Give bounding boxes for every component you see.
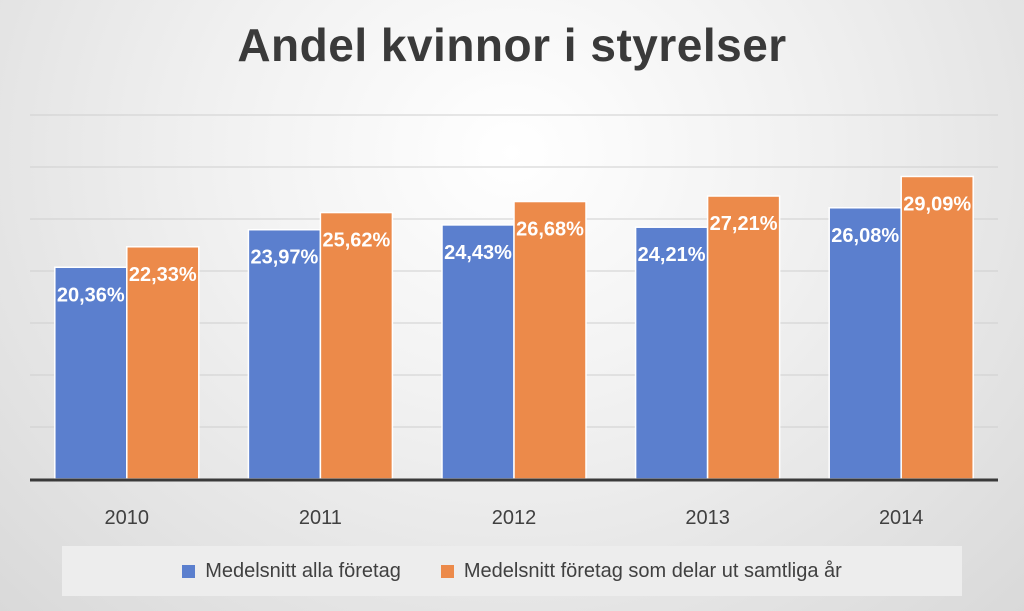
legend-swatch-series-2: [440, 564, 454, 578]
legend-swatch-series-1: [182, 564, 196, 578]
data-label-series-2-2013: 27,21%: [710, 213, 778, 235]
bar-series-1-2014[interactable]: [828, 207, 902, 480]
data-label-series-1-2012: 24,43%: [444, 242, 512, 264]
bar-series-2-2011[interactable]: [319, 211, 394, 480]
bar-series-2-2014[interactable]: [900, 175, 974, 480]
bars-group: [54, 175, 974, 480]
x-tick-label-2013: 2013: [685, 507, 730, 529]
data-label-series-2-2011: 25,62%: [322, 230, 390, 252]
data-labels: 20,36%22,33% 23,97%25,62% 24,43%26,68% 24,2…: [57, 193, 971, 306]
x-tick-label-2011: 2011: [299, 507, 342, 529]
chart-title: Andel kvinnor i styrelser: [237, 19, 787, 71]
bar-series-2-2013[interactable]: [706, 195, 781, 480]
data-label-series-1-2014: 26,08%: [831, 225, 899, 247]
data-label-series-1-2011: 23,97%: [250, 247, 318, 269]
x-tick-label-2010: 2010: [105, 507, 150, 529]
legend-item-series-2[interactable]: Medelsnitt företag som delar ut samtliga…: [440, 559, 842, 583]
bar-series-1-2013[interactable]: [634, 226, 709, 480]
data-label-series-2-2014: 29,09%: [903, 193, 971, 215]
legend-label-series-1: Medelsnitt alla företag: [205, 559, 401, 582]
legend-label-series-2: Medelsnitt företag som delar ut samtliga…: [463, 559, 842, 582]
x-tick-label-2014: 2014: [879, 507, 924, 529]
legend-item-series-1[interactable]: Medelsnitt alla företag: [182, 560, 401, 583]
data-label-series-2-2010: 22,33%: [129, 264, 197, 286]
bar-series-1-2012[interactable]: [441, 224, 515, 480]
bar-series-2-2010[interactable]: [126, 246, 200, 480]
data-label-series-1-2010: 20,36%: [57, 284, 125, 306]
bar-series-2-2012[interactable]: [513, 200, 587, 480]
x-tick-label-2012: 2012: [492, 507, 537, 529]
legend: Medelsnitt alla företag Medelsnitt föret…: [62, 546, 962, 596]
x-tick-labels: 2010 2011 2012 2013 2014: [105, 507, 924, 529]
data-label-series-1-2013: 24,21%: [638, 244, 706, 266]
data-label-series-2-2012: 26,68%: [516, 219, 584, 241]
